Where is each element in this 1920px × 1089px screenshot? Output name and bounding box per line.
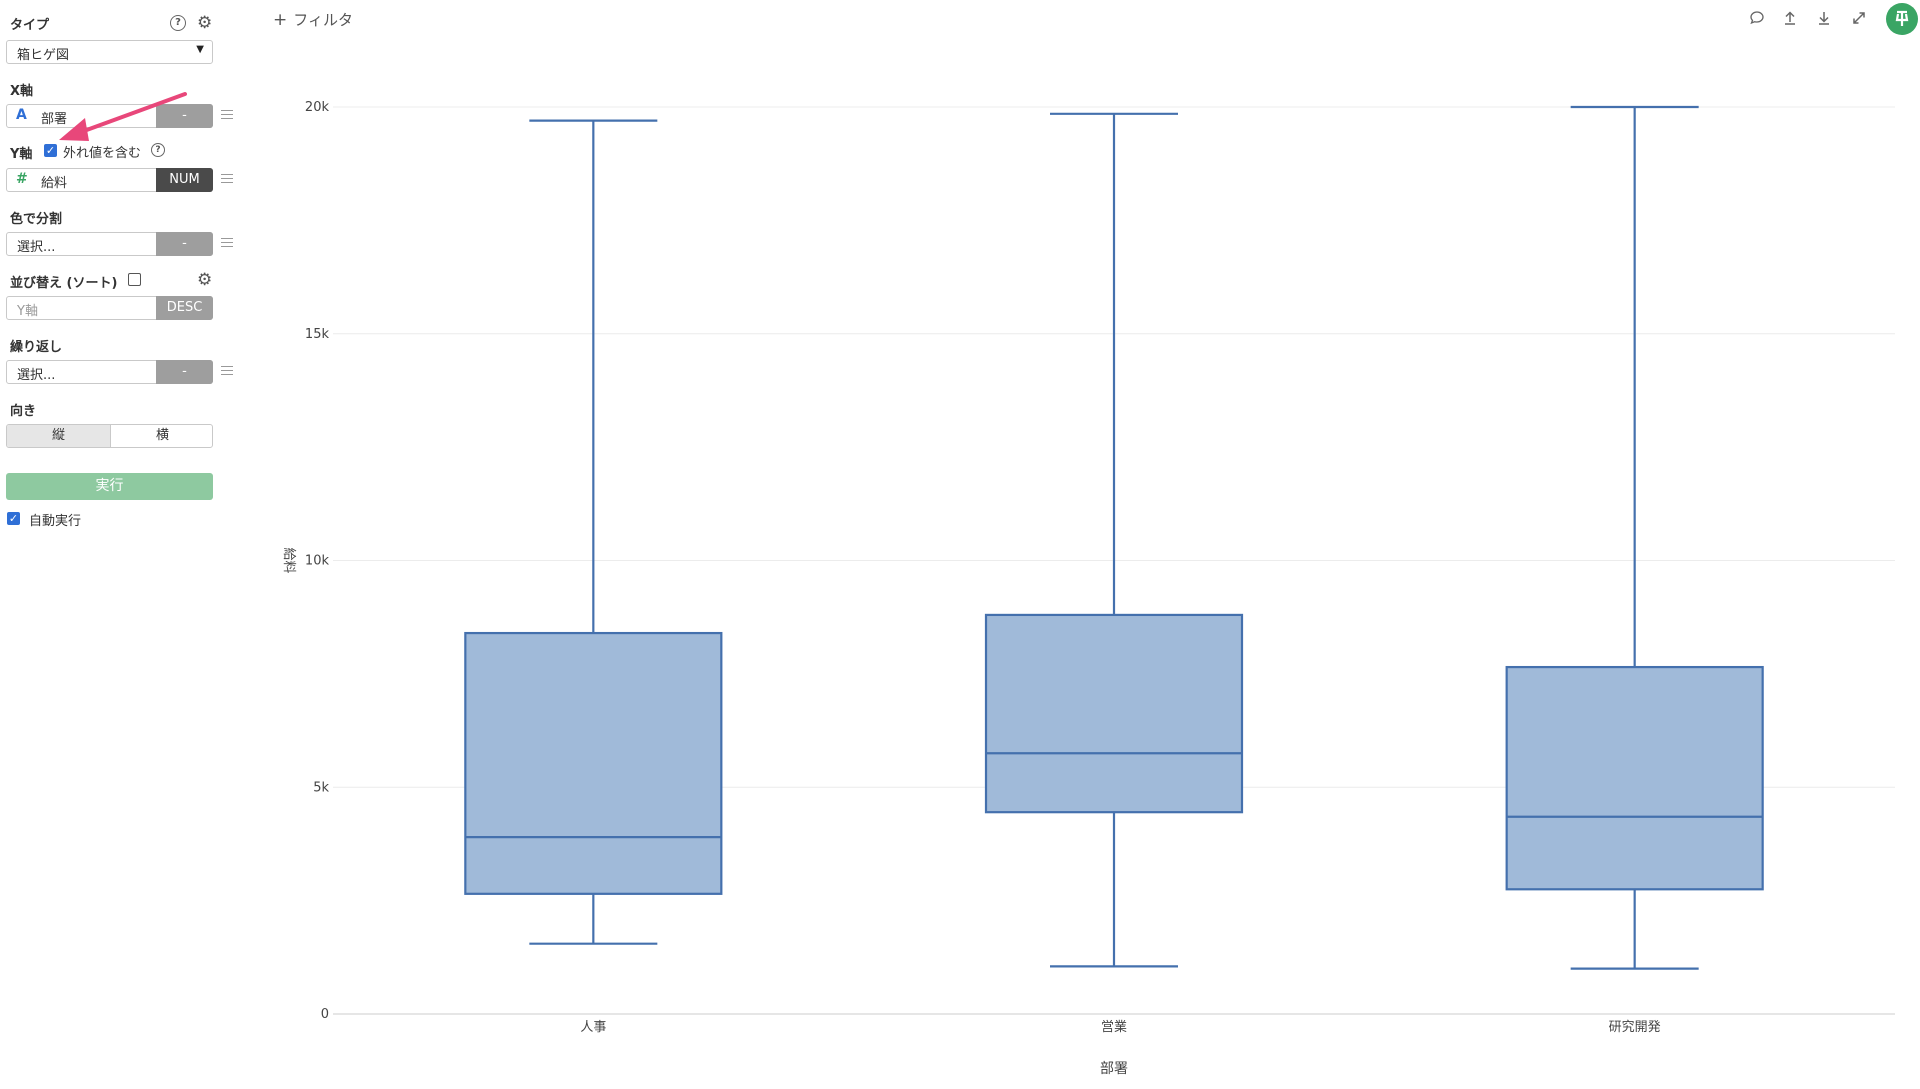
chevron-down-icon: ▼ [196, 44, 204, 55]
gear-icon[interactable]: ⚙ [197, 270, 213, 290]
include-outliers-checkbox[interactable]: ✓ [44, 144, 57, 157]
help-icon[interactable]: ? [170, 15, 186, 31]
x-tick-label: 研究開発 [1609, 1020, 1661, 1035]
y-tick-label: 20k [305, 100, 330, 115]
yaxis-label: Y軸 [10, 147, 33, 162]
sort-order-button[interactable]: DESC [156, 296, 213, 320]
settings-sidebar: タイプ ? ⚙ 箱ヒゲ図 ▼ X軸 A 部署 - Y軸 ✓ 外れ値を含む ? #… [0, 0, 233, 1089]
orientation-vertical[interactable]: 縦 [7, 425, 111, 447]
x-axis-title: 部署 [1100, 1061, 1128, 1077]
y-tick-label: 15k [305, 327, 330, 342]
y-axis-title: 給料 [281, 547, 296, 573]
orientation-toggle: 縦 横 [6, 424, 213, 448]
sort-placeholder: Y軸 [17, 304, 38, 319]
xaxis-field-name: 部署 [41, 112, 68, 127]
x-tick-label: 人事 [580, 1020, 606, 1035]
box-1 [464, 631, 723, 895]
yaxis-type-button[interactable]: NUM [156, 168, 213, 192]
auto-run-checkbox[interactable]: ✓ [7, 512, 20, 525]
gear-icon[interactable]: ⚙ [197, 13, 213, 33]
orientation-label: 向き [10, 404, 37, 419]
y-tick-label: 5k [313, 780, 329, 795]
annotation-arrow [59, 92, 187, 141]
xaxis-menu-icon[interactable] [221, 110, 233, 122]
y-tick-label: 0 [321, 1007, 329, 1022]
auto-run-label: 自動実行 [29, 514, 82, 529]
color-split-field[interactable]: 選択... - [6, 232, 213, 256]
pin-button[interactable] [1886, 3, 1918, 35]
box-2 [984, 613, 1244, 814]
chart-type-select[interactable]: 箱ヒゲ図 ▼ [6, 40, 213, 64]
sort-field[interactable]: Y軸 DESC [6, 296, 213, 320]
color-split-placeholder: 選択... [17, 240, 56, 255]
text-type-icon: A [16, 107, 27, 123]
include-outliers-label: 外れ値を含む [63, 146, 142, 161]
sort-label: 並び替え (ソート) [10, 276, 118, 291]
help-icon[interactable]: ? [151, 143, 165, 157]
x-tick-label: 営業 [1101, 1019, 1127, 1035]
box-3 [1505, 665, 1764, 891]
yaxis-field-name: 給料 [41, 176, 68, 191]
add-filter-button[interactable]: + フィルタ [273, 9, 353, 30]
repeat-field[interactable]: 選択... - [6, 360, 213, 384]
chart-type-value: 箱ヒゲ図 [17, 48, 70, 63]
upload-icon[interactable] [1782, 10, 1798, 30]
sort-checkbox[interactable] [128, 273, 141, 286]
y-tick-label: 10k [305, 554, 330, 569]
filter-label: フィルタ [293, 11, 353, 29]
xaxis-label: X軸 [10, 84, 34, 99]
repeat-placeholder: 選択... [17, 368, 56, 383]
xaxis-option-button[interactable]: - [156, 104, 213, 128]
color-split-option-button[interactable]: - [156, 232, 213, 256]
yaxis-menu-icon[interactable] [221, 174, 233, 186]
download-icon[interactable] [1816, 10, 1832, 30]
color-split-menu-icon[interactable] [221, 238, 233, 250]
xaxis-field[interactable]: A 部署 - [6, 104, 213, 128]
plus-icon: + [273, 10, 288, 30]
repeat-option-button[interactable]: - [156, 360, 213, 384]
comment-icon[interactable] [1749, 10, 1765, 30]
type-label: タイプ [10, 18, 50, 33]
repeat-menu-icon[interactable] [221, 366, 233, 378]
pin-icon [1895, 10, 1909, 26]
number-type-icon: # [16, 171, 28, 187]
run-button[interactable]: 実行 [6, 473, 213, 500]
expand-icon[interactable] [1851, 10, 1867, 30]
repeat-label: 繰り返し [10, 340, 63, 355]
color-split-label: 色で分割 [10, 212, 63, 227]
yaxis-field[interactable]: # 給料 NUM [6, 168, 213, 192]
orientation-horizontal[interactable]: 横 [155, 428, 169, 443]
